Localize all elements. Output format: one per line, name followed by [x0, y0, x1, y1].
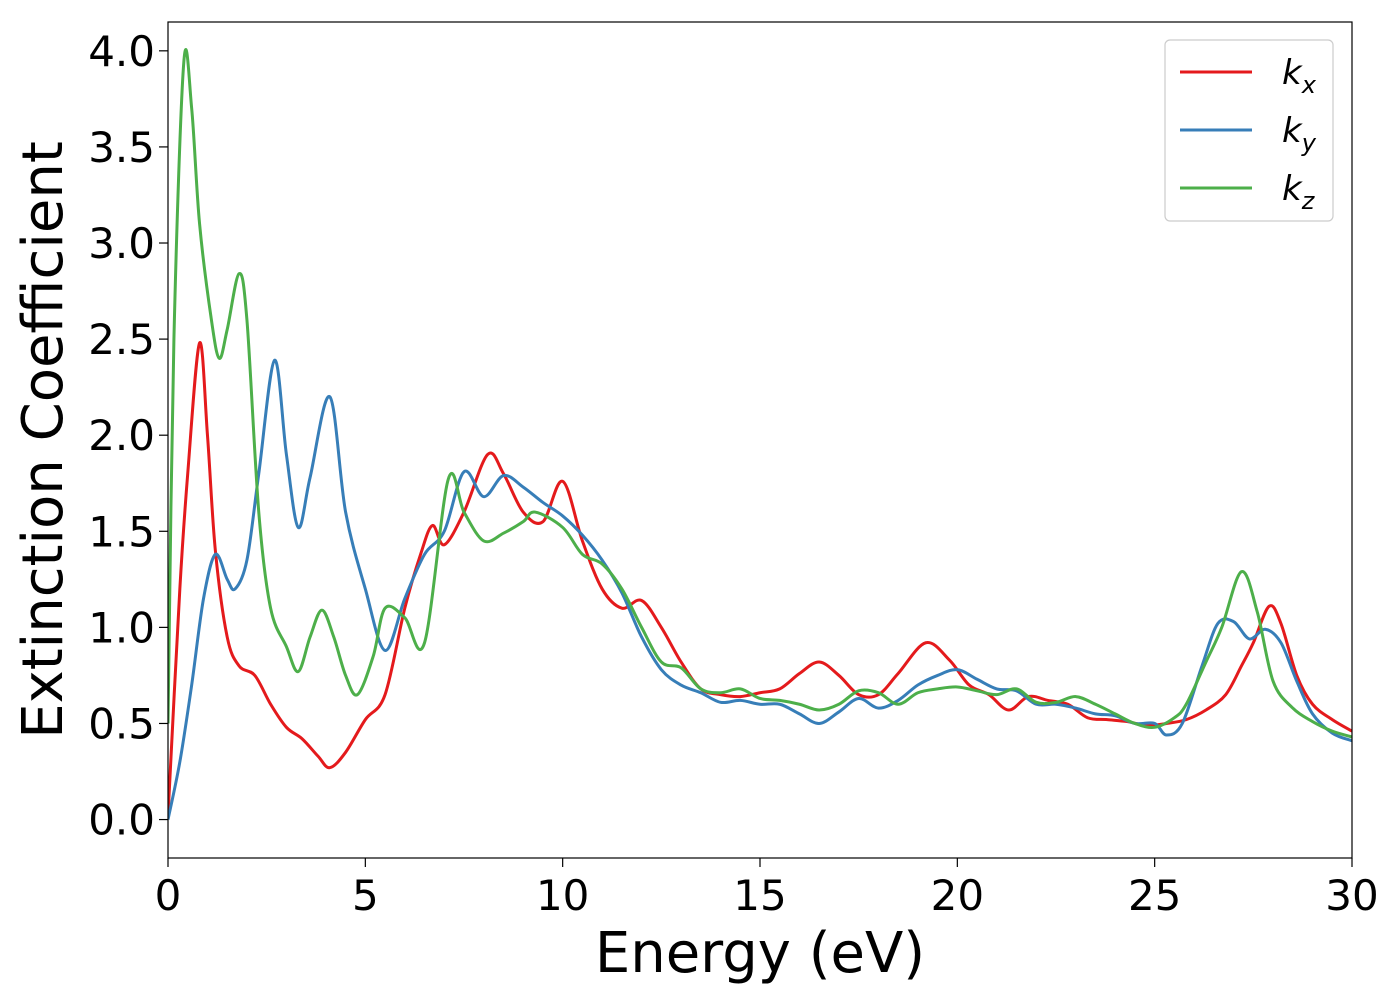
legend-label-main: k — [1282, 169, 1303, 209]
series-line-kz — [168, 48, 1352, 739]
x-tick-label: 0 — [155, 871, 182, 920]
y-tick-label: 3.5 — [88, 123, 155, 172]
legend-label-main: k — [1282, 111, 1303, 151]
legend-label-ky: ky — [1282, 111, 1317, 157]
series-layer — [168, 48, 1352, 820]
y-tick-label: 2.5 — [88, 315, 155, 364]
legend-label-subscript: x — [1301, 71, 1317, 99]
y-tick-label: 2.0 — [88, 411, 155, 460]
legend-label-main: k — [1282, 53, 1303, 93]
y-tick-label: 4.0 — [88, 27, 155, 76]
y-axis: 0.0 0.5 1.0 1.5 2.0 2.5 3.0 3.5 4.0 — [88, 27, 168, 845]
x-tick-label: 15 — [733, 871, 786, 920]
y-tick-label: 0.0 — [88, 796, 155, 845]
y-tick-label: 3.0 — [88, 219, 155, 268]
series-line-kx — [168, 341, 1352, 816]
x-tick-label: 20 — [931, 871, 984, 920]
y-tick-label: 0.5 — [88, 699, 155, 748]
x-tick-label: 30 — [1325, 871, 1378, 920]
legend-label-kx: kx — [1282, 53, 1317, 99]
y-tick-label: 1.0 — [88, 603, 155, 652]
legend-label-kz: kz — [1282, 169, 1316, 215]
y-tick-label: 1.5 — [88, 507, 155, 556]
legend-label-subscript: y — [1301, 129, 1317, 157]
x-tick-label: 10 — [536, 871, 589, 920]
x-tick-label: 5 — [352, 871, 379, 920]
x-tick-label: 25 — [1128, 871, 1181, 920]
y-axis-title: Extinction Coefficient — [11, 141, 76, 739]
x-axis-title: Energy (eV) — [595, 921, 925, 986]
legend-label-subscript: z — [1301, 187, 1316, 215]
series-line-ky — [168, 358, 1352, 820]
x-axis: 0 5 10 15 20 25 30 — [155, 858, 1379, 920]
